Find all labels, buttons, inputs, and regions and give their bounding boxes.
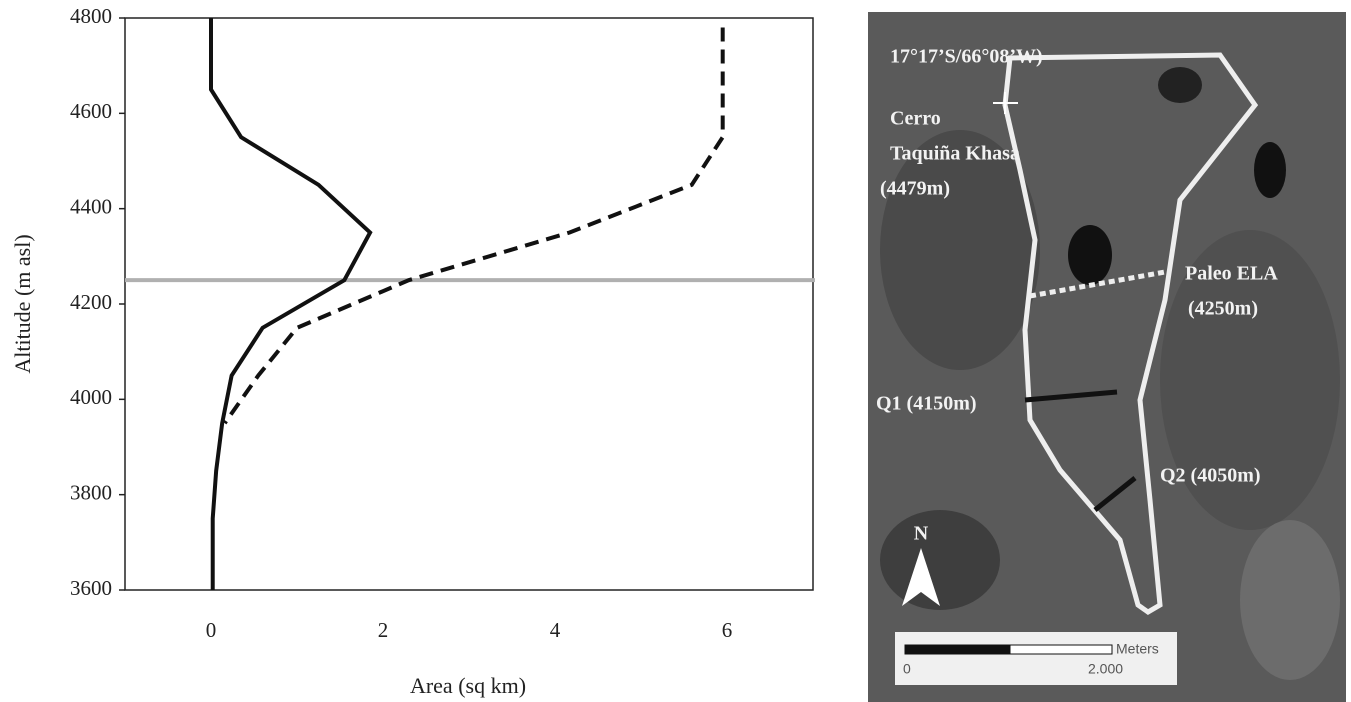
- plot-frame: [124, 17, 814, 591]
- lake: [1158, 67, 1202, 103]
- q1-line: [1024, 389, 1118, 403]
- ela-label: Paleo ELA: [1185, 263, 1278, 285]
- y-tick-label: 3800: [70, 480, 112, 504]
- y-axis-label: Altitude (m asl): [10, 234, 35, 373]
- terrain: [1160, 230, 1340, 530]
- x-tick-label: 2: [378, 618, 389, 642]
- scale-bar: [904, 644, 1011, 655]
- peak-label: (4479m): [880, 178, 950, 200]
- y-tick-label: 4200: [70, 290, 112, 314]
- coords: 17°17’S/66°08’W): [890, 46, 1043, 68]
- scale-unit: Meters: [1116, 641, 1159, 657]
- y-tick-label: 3600: [70, 576, 112, 600]
- q2-label: Q2 (4050m): [1160, 465, 1261, 487]
- glacier-outline: [1002, 52, 1259, 615]
- line-series: [223, 27, 725, 425]
- ela-label: (4250m): [1188, 298, 1258, 320]
- peak-label: Taquiña Khasa: [890, 143, 1020, 165]
- north-label: N: [914, 523, 929, 545]
- terrain: [1240, 520, 1340, 680]
- terrain: [880, 510, 1000, 610]
- y-tick-label: 4800: [70, 4, 112, 28]
- q2-line: [1093, 476, 1137, 512]
- peak-label: Cerro: [890, 108, 941, 130]
- y-tick-label: 4000: [70, 385, 112, 409]
- lake: [1254, 142, 1286, 198]
- x-axis-label: Area (sq km): [410, 673, 526, 698]
- q1-label: Q1 (4150m): [876, 393, 977, 415]
- ela-line: [1029, 269, 1166, 299]
- y-tick-label: 4400: [70, 194, 112, 218]
- map: 17°17’S/66°08’W) Cerro Taquiña Khasa (44…: [868, 12, 1346, 702]
- x-tick-label: 0: [206, 618, 217, 642]
- scale-bar: [1009, 644, 1113, 655]
- line-series: [209, 18, 373, 590]
- x-tick-label: 6: [722, 618, 733, 642]
- scale-box: [895, 632, 1177, 685]
- y-tick-label: 4600: [70, 99, 112, 123]
- north-arrow: [902, 548, 940, 606]
- lake: [1068, 225, 1112, 285]
- terrain: [880, 130, 1040, 370]
- scale-label: 0: [903, 661, 911, 677]
- x-tick-label: 4: [550, 618, 561, 642]
- peak-marker: [993, 92, 1018, 114]
- scale-label: 2.000: [1088, 661, 1123, 677]
